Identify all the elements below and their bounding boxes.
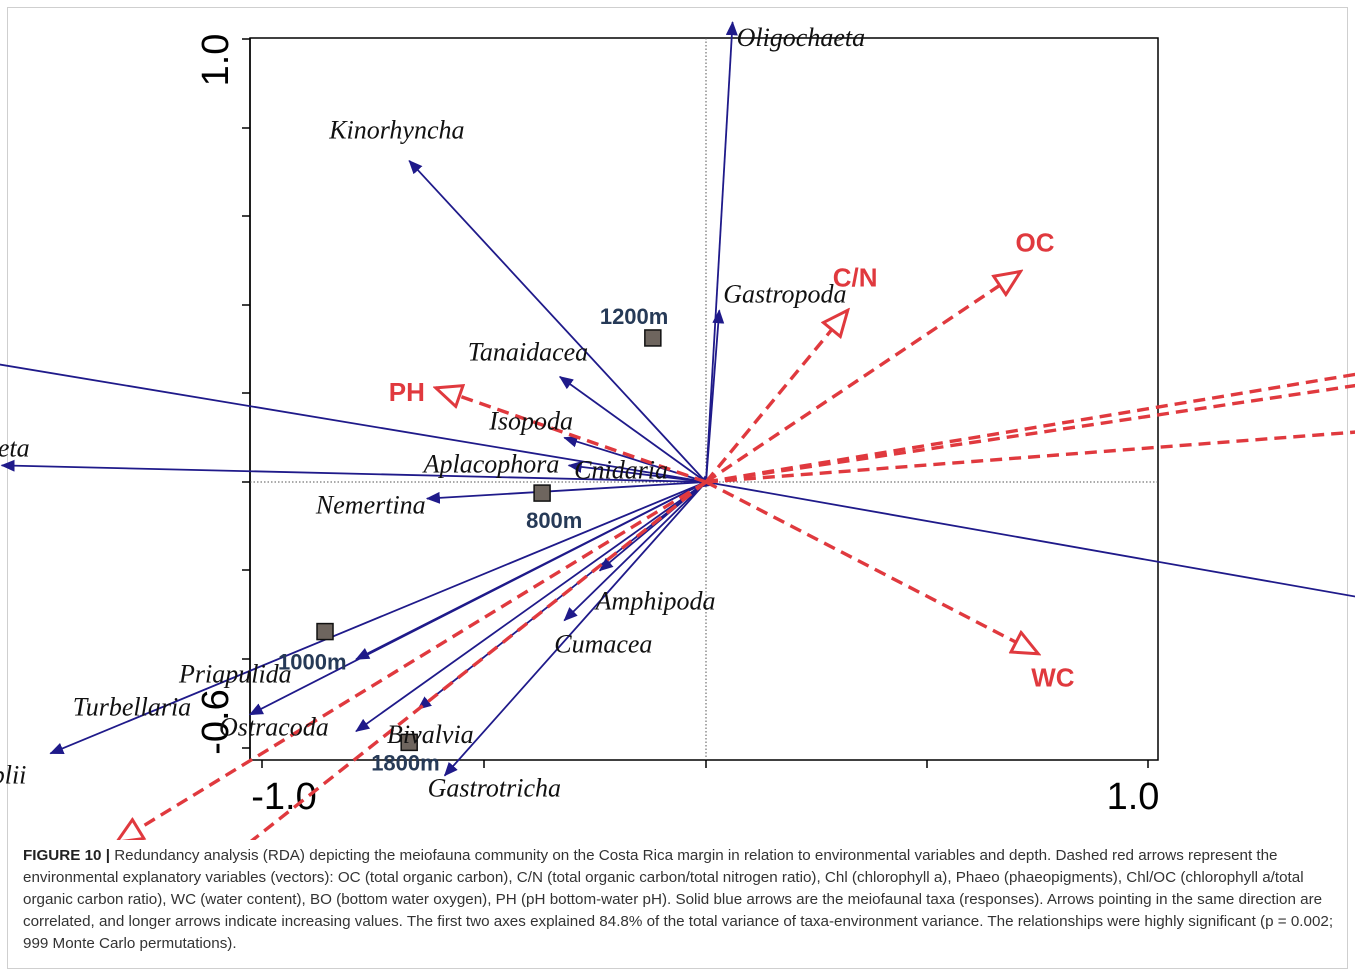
species-label-kinorhyncha: Kinorhyncha [328,116,464,145]
species-label-cnidaria: Cnidaria [574,456,668,485]
environment-label-oc: OC [1016,227,1055,257]
environment-arrow-c-n [704,310,848,484]
species-arrow-nemertina [425,481,707,504]
species-label-nauplii: Nauplii [0,760,26,789]
environment-arrow-wc [705,480,1038,654]
environment-arrow-do [249,480,708,840]
figure-frame [7,7,1348,969]
species-label-gastropoda: Gastropoda [723,279,846,308]
y-tick-label-max: 1.0 [195,34,237,87]
environment-arrow-chl-oc [705,430,1355,484]
species-label-tanaidacea: Tanaidacea [468,338,588,367]
site-labels: 620m1200m800m1000m1800m400m [278,304,669,775]
species-label-ostracoda: Ostracoda [219,712,329,741]
species-arrow-nauplii [49,481,707,755]
species-arrow-polychaeta [0,459,707,483]
x-axis [261,760,1149,768]
site-label-1000m: 1000m [278,650,347,675]
species-label-oligochaeta: Oligochaeta [737,23,866,52]
species-arrow-turbellaria [248,481,707,716]
environment-arrow-chl [705,383,1355,484]
environment-label-ph: PH [389,377,425,407]
plot-area [249,37,1159,761]
species-label-polychaeta: Polychaeta [0,433,30,462]
environment-arrow-oc [705,271,1021,484]
site-label-800m: 800m [526,508,582,533]
environment-arrow-ph [436,388,707,484]
species-label-turbellaria: Turbellaria [73,693,191,722]
species-label-amphipoda: Amphipoda [594,587,716,616]
figure-caption: FIGURE 10 | Redundancy analysis (RDA) de… [23,845,1335,955]
species-label-priapulida: Priapulida [178,659,292,688]
environment-arrow-phaeo [705,372,1355,484]
environment-arrow-depth [117,480,707,840]
x-tick-label-max: 1.0 [1107,776,1160,818]
y-axis [242,38,251,760]
site-marker-1200m [644,329,662,347]
rda-plot: -1.0 1.0 1.0 -0.6 Oligochaeta Kinorhyncha… [0,21,1355,840]
environment-label-wc: WC [1031,663,1075,693]
species-arrow-copepoda [0,363,707,483]
species-arrow-cumacea [563,481,707,622]
site-marker-1000m [316,622,334,641]
environment-label-c-n: C/N [833,262,878,292]
species-label-nemertina: Nemertina [315,491,426,520]
site-label-1200m: 1200m [600,304,669,329]
species-label-gastrotricha: Gastrotricha [428,774,561,803]
species-arrow-nematoda [705,481,1355,598]
species-arrow-tanaidacea [558,376,707,483]
site-marker-800m [533,484,551,502]
caption-label: FIGURE 10 | [23,847,110,864]
environment-labels: OCC/NPhaeoChlChl/OCPHWCDepthDO [389,227,1075,693]
species-label-bivalvia: Bivalvia [387,720,474,749]
species-arrow-aplacophora [567,460,707,483]
site-markers [316,329,662,752]
species-arrow-gastropoda [705,309,725,483]
species-labels: Oligochaeta Kinorhyncha Gastropoda Tanaidac… [0,23,866,803]
species-arrow-gastrotricha [443,481,707,777]
species-label-aplacophora: Aplacophora [422,449,560,478]
species-label-isopoda: Isopoda [488,407,573,436]
x-tick-label-min: -1.0 [251,776,316,818]
site-label-1800m: 1800m [371,750,440,775]
species-arrow-kinorhyncha [408,159,707,483]
site-marker-1800m [400,733,418,752]
species-arrow-oligochaeta [705,21,738,483]
y-tick-label-min: -0.6 [195,689,237,754]
caption-text: Redundancy analysis (RDA) depicting the … [23,847,1334,952]
species-label-cumacea: Cumacea [554,630,652,659]
environment-arrows [117,271,1355,840]
species-arrow-ostracoda [355,481,707,733]
